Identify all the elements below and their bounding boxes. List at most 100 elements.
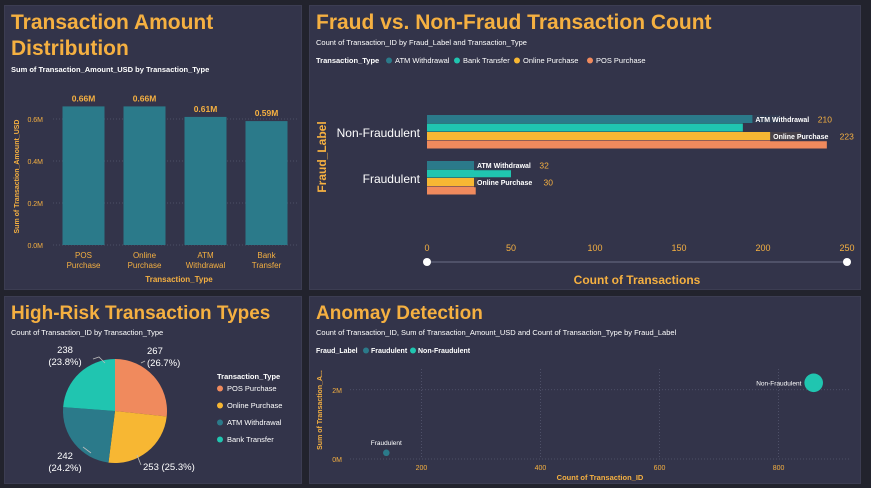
- anomaly-title: Anomay Detection: [316, 303, 483, 324]
- amount-distribution-title-line1: Transaction Amount: [11, 11, 214, 34]
- legend-title: Transaction_Type: [217, 372, 280, 381]
- x-tick-label: ATM: [197, 251, 214, 260]
- legend-swatch: [454, 57, 460, 64]
- legend-swatch: [587, 57, 593, 64]
- bar: [427, 161, 481, 169]
- range-slider-handle-right: [843, 258, 851, 266]
- legend-item: Bank Transfer: [463, 56, 510, 65]
- bar: [245, 121, 288, 245]
- legend-item: Non-Fraudulent: [418, 348, 471, 355]
- pie-data-label: 242: [57, 451, 73, 462]
- bar: [427, 169, 511, 178]
- bar: [123, 106, 166, 246]
- pie-slice: [115, 359, 168, 417]
- scatter-point: [804, 373, 823, 393]
- legend-swatch: [514, 57, 520, 64]
- legend-item: Bank Transfer: [227, 435, 274, 444]
- legend-item: Fraudulent: [371, 348, 408, 355]
- high-risk-pie-chart: 267(26.7%) 253 (25.3%) 242(24.2%) 238(23.8%…: [48, 345, 282, 474]
- y-tick-label: 0.2M: [27, 201, 43, 208]
- x-tick-label: 200: [755, 243, 770, 253]
- high-risk-title: High-Risk Transaction Types: [11, 303, 271, 324]
- bar-data-label: 0.66M: [133, 93, 157, 103]
- legend-title: Fraud_Label: [316, 348, 358, 355]
- data-label-value: 223: [840, 131, 854, 141]
- data-label-value: 32: [539, 160, 549, 170]
- range-slider-handle-left: [423, 258, 431, 266]
- x-tick-label: Purchase: [67, 261, 101, 270]
- x-tick-label: 400: [535, 465, 547, 472]
- pie-data-label: 253 (25.3%): [143, 462, 195, 473]
- y-tick-label: 0.4M: [27, 159, 43, 166]
- data-label-name: Online Purchase: [477, 180, 532, 187]
- data-label-bg: [474, 177, 564, 188]
- bar: [427, 178, 478, 186]
- fraud-count-subtitle: Count of Transaction_ID by Fraud_Label a…: [316, 38, 527, 47]
- y-axis-title: Sum of Transaction_Amount_USD: [14, 120, 21, 234]
- x-tick-label: Bank: [257, 251, 276, 260]
- y-tick-label: 0.0M: [27, 243, 43, 250]
- x-tick-label: Purchase: [128, 261, 162, 270]
- data-label-name: ATM Withdrawal: [755, 117, 809, 124]
- data-label-value: 30: [544, 177, 554, 187]
- pie-data-label-pct: (26.7%): [147, 358, 180, 369]
- x-axis-title: Count of Transactions: [574, 273, 701, 287]
- legend-item: POS Purchase: [596, 56, 646, 65]
- bar: [427, 123, 743, 132]
- pie-data-label: 238: [57, 345, 73, 356]
- pie-data-label: 267: [147, 346, 163, 357]
- x-axis-title: Transaction_Type: [145, 275, 213, 284]
- data-label-bg: [474, 160, 560, 171]
- y-tick-label: 0.6M: [27, 117, 43, 124]
- anomaly-scatter-chart: Fraud_Label Fraudulent Non-Fraudulent 200 40…: [316, 347, 850, 482]
- leader-line: [140, 360, 146, 364]
- x-tick-label: 100: [587, 243, 602, 253]
- legend-swatch: [217, 385, 223, 392]
- scatter-data-label: Fraudulent: [371, 440, 402, 447]
- data-label-name: Online Purchase: [773, 134, 828, 141]
- y-tick-label: 2M: [332, 388, 342, 395]
- legend-swatch: [217, 402, 223, 409]
- x-tick-label: 50: [506, 243, 516, 253]
- pie-slice: [108, 411, 167, 463]
- fraud-count-card: Fraud vs. Non-Fraud Transaction Count Co…: [310, 6, 860, 289]
- data-label-name: ATM Withdrawal: [477, 163, 531, 170]
- y-axis-title: Sum of Transaction_A...: [317, 370, 324, 450]
- bar: [427, 140, 827, 149]
- data-label-value: 210: [818, 114, 832, 124]
- amount-bar-chart: 0.0M0.2M0.4M0.6M0.66MPOSPurchase0.66MOnl…: [14, 93, 297, 284]
- legend-title: Transaction_Type: [316, 56, 379, 65]
- pie-data-label-pct: (23.8%): [48, 357, 81, 368]
- bar-data-label: 0.61M: [194, 104, 218, 114]
- legend-swatch: [410, 347, 416, 354]
- leader-line: [92, 356, 106, 364]
- legend-item: POS Purchase: [227, 384, 277, 393]
- legend-swatch: [363, 347, 369, 354]
- x-tick-label: Transfer: [252, 261, 282, 270]
- y-category-label: Fraudulent: [363, 172, 421, 186]
- anomaly-card: Anomay Detection Count of Transaction_ID…: [310, 297, 860, 483]
- leader-line: [136, 454, 142, 466]
- x-axis-title: Count of Transaction_ID: [557, 473, 644, 482]
- bar: [427, 132, 802, 140]
- scatter-point: [383, 449, 390, 457]
- high-risk-card: High-Risk Transaction Types Count of Tra…: [5, 297, 301, 483]
- legend-item: ATM Withdrawal: [395, 56, 450, 65]
- legend-swatch: [217, 419, 223, 426]
- amount-distribution-title: Transaction Amount Distribution: [11, 10, 213, 62]
- x-tick-label: 150: [671, 243, 686, 253]
- x-tick-label: 600: [654, 465, 666, 472]
- y-category-label: Non-Fraudulent: [337, 126, 421, 140]
- leader-line: [82, 446, 92, 454]
- y-axis-title: Fraud_Label: [315, 121, 329, 192]
- scatter-data-label: Non-Fraudulent: [756, 380, 801, 387]
- high-risk-subtitle: Count of Transaction_ID by Transaction_T…: [11, 328, 164, 337]
- amount-distribution-subtitle: Sum of Transaction_Amount_USD by Transac…: [11, 65, 210, 74]
- anomaly-subtitle: Count of Transaction_ID, Sum of Transact…: [316, 328, 677, 337]
- data-label-bg: [770, 131, 860, 142]
- amount-distribution-title-line2: Distribution: [11, 37, 129, 60]
- amount-distribution-card: Transaction Amount Distribution Sum of T…: [5, 6, 301, 289]
- x-tick-label: 0: [424, 243, 429, 253]
- legend-swatch: [217, 436, 223, 443]
- fraud-count-title: Fraud vs. Non-Fraud Transaction Count: [316, 11, 712, 34]
